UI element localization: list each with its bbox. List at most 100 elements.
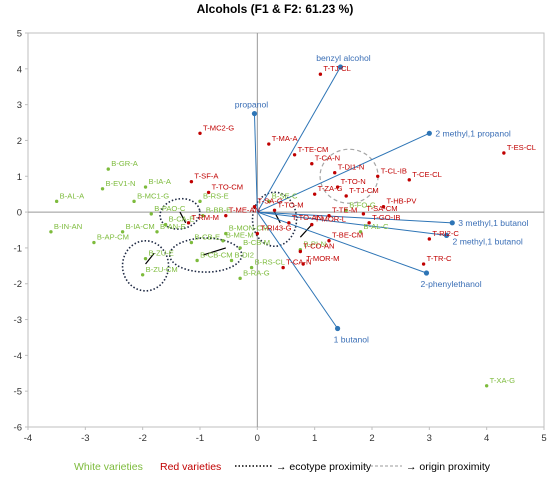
white-variety-label: B-CA-E bbox=[169, 215, 195, 224]
white-variety-point bbox=[49, 230, 53, 234]
red-variety-point bbox=[318, 72, 323, 76]
y-tick-label: 5 bbox=[17, 29, 22, 40]
white-variety-point bbox=[120, 230, 125, 234]
red-variety-point bbox=[367, 221, 371, 225]
white-variety-label: B-ME-M bbox=[226, 231, 254, 240]
red-variety-label: T-RM-M bbox=[192, 213, 219, 222]
red-variety-point bbox=[427, 237, 432, 241]
red-variety-label: T-CA-N bbox=[315, 154, 340, 163]
variable-label: 2 methyl,1 propanol bbox=[435, 128, 511, 138]
variable-endpoint bbox=[443, 232, 450, 238]
red-variety-label: T-ME-AN bbox=[229, 206, 260, 215]
red-variety-point bbox=[252, 205, 257, 209]
white-variety-label: B-RA-G bbox=[243, 268, 270, 277]
white-variety-point bbox=[221, 239, 225, 243]
white-variety-label: B-RS-CL bbox=[255, 258, 285, 267]
white-variety-label: B-AP-CM bbox=[97, 233, 129, 242]
red-variety-point bbox=[301, 262, 305, 266]
variable-vector bbox=[256, 211, 339, 329]
white-variety-label: B-IN-AN bbox=[54, 222, 82, 231]
x-tick-label: 5 bbox=[541, 433, 546, 444]
legend: White varieties Red varieties → ecotype … bbox=[74, 461, 491, 473]
ecotype-connector bbox=[145, 252, 155, 265]
red-variety-label: T-SA-CM bbox=[366, 204, 397, 213]
red-variety-label: T-BE-CM bbox=[332, 231, 363, 240]
white-variety-label: B-CB-E bbox=[194, 233, 220, 242]
white-variety-point bbox=[238, 276, 242, 281]
red-variety-point bbox=[198, 131, 202, 135]
variable-vector bbox=[257, 211, 453, 224]
legend-ecotype: → ecotype proximity bbox=[276, 461, 372, 473]
variable-label: propanol bbox=[235, 100, 269, 110]
x-tick-label: -1 bbox=[196, 433, 204, 444]
variable-endpoint bbox=[449, 220, 455, 226]
white-variety-point bbox=[201, 213, 205, 218]
y-tick-label: -1 bbox=[14, 243, 22, 254]
red-variety-label: T-RI2-C bbox=[432, 229, 459, 238]
red-variety-point bbox=[287, 221, 291, 225]
y-tick-label: -3 bbox=[14, 315, 22, 326]
white-variety-point bbox=[224, 231, 228, 236]
variable-label: benzyl alcohol bbox=[316, 53, 371, 63]
y-tick-label: 3 bbox=[17, 100, 22, 111]
white-variety-label: B-PAO-C bbox=[154, 204, 186, 213]
red-variety-point bbox=[381, 205, 386, 209]
red-variety-point bbox=[292, 153, 297, 157]
x-tick-label: 2 bbox=[369, 433, 374, 444]
red-variety-label: T-TO-M bbox=[278, 200, 304, 209]
red-variety-label: T-DI1-N bbox=[338, 163, 365, 172]
white-variety-point bbox=[238, 246, 242, 250]
variable-label: 2 methyl,1 butanol bbox=[453, 236, 523, 246]
white-variety-point bbox=[358, 230, 363, 234]
red-variety-point bbox=[344, 194, 348, 198]
red-variety-label: T-TJ-CM bbox=[349, 186, 379, 195]
y-tick-label: -6 bbox=[14, 423, 22, 434]
white-variety-label: B-MC1-G bbox=[137, 191, 169, 200]
white-variety-label: B-BB-E bbox=[206, 206, 231, 215]
white-variety-label: B-AL-A bbox=[60, 191, 85, 200]
red-variety-point bbox=[312, 192, 317, 196]
white-variety-point bbox=[106, 167, 110, 171]
y-tick-label: -2 bbox=[14, 279, 22, 290]
white-variety-label: B-PI-N bbox=[303, 240, 326, 249]
red-variety-point bbox=[310, 222, 314, 227]
red-variety-label: T-GO-IB bbox=[372, 213, 400, 222]
white-variety-point bbox=[344, 208, 348, 212]
y-tick-label: 2 bbox=[17, 136, 22, 147]
red-variety-point bbox=[267, 142, 271, 146]
variable-endpoint bbox=[423, 270, 430, 276]
red-variety-point bbox=[281, 265, 285, 270]
white-variety-point bbox=[229, 258, 234, 263]
white-variety-point bbox=[189, 240, 194, 245]
red-variety-label: T-SA-G bbox=[257, 197, 282, 206]
red-variety-label: T-CA-N bbox=[286, 258, 311, 267]
variable-endpoint bbox=[426, 130, 432, 136]
red-variety-point bbox=[206, 190, 211, 195]
variable-vector bbox=[257, 211, 447, 236]
red-variety-point bbox=[272, 208, 277, 212]
x-tick-labels: -4 -3 -2 -1 0 1 2 3 4 5 bbox=[24, 427, 547, 444]
variable-vectors: benzyl alcohol propanol 2 methyl,1 propano… bbox=[235, 53, 529, 344]
red-variety-point bbox=[421, 262, 426, 266]
x-tick-label: -4 bbox=[24, 433, 32, 444]
white-variety-label: B-SE-C bbox=[272, 191, 298, 200]
white-variety-point bbox=[155, 230, 159, 234]
red-variety-point bbox=[327, 213, 331, 218]
white-variety-label: B-AL-C bbox=[364, 222, 389, 231]
red-variety-point bbox=[502, 151, 506, 155]
white-variety-label: B-FO-G bbox=[349, 200, 376, 209]
white-variety-point bbox=[163, 222, 168, 227]
legend-red: Red varieties bbox=[160, 461, 221, 473]
red-variety-point bbox=[186, 221, 191, 225]
red-variety-point bbox=[298, 249, 303, 254]
white-variety-label: B-RS-E bbox=[203, 191, 229, 200]
white-variety-point bbox=[100, 187, 105, 191]
white-variety-label: B-ZU-E bbox=[149, 249, 174, 258]
white-variety-point bbox=[198, 199, 202, 204]
legend-white: White varieties bbox=[74, 461, 143, 473]
red-variety-point bbox=[361, 212, 366, 216]
white-variety-point bbox=[132, 199, 136, 204]
variable-vector bbox=[257, 132, 430, 213]
ecotype-cluster-cb bbox=[168, 237, 243, 273]
